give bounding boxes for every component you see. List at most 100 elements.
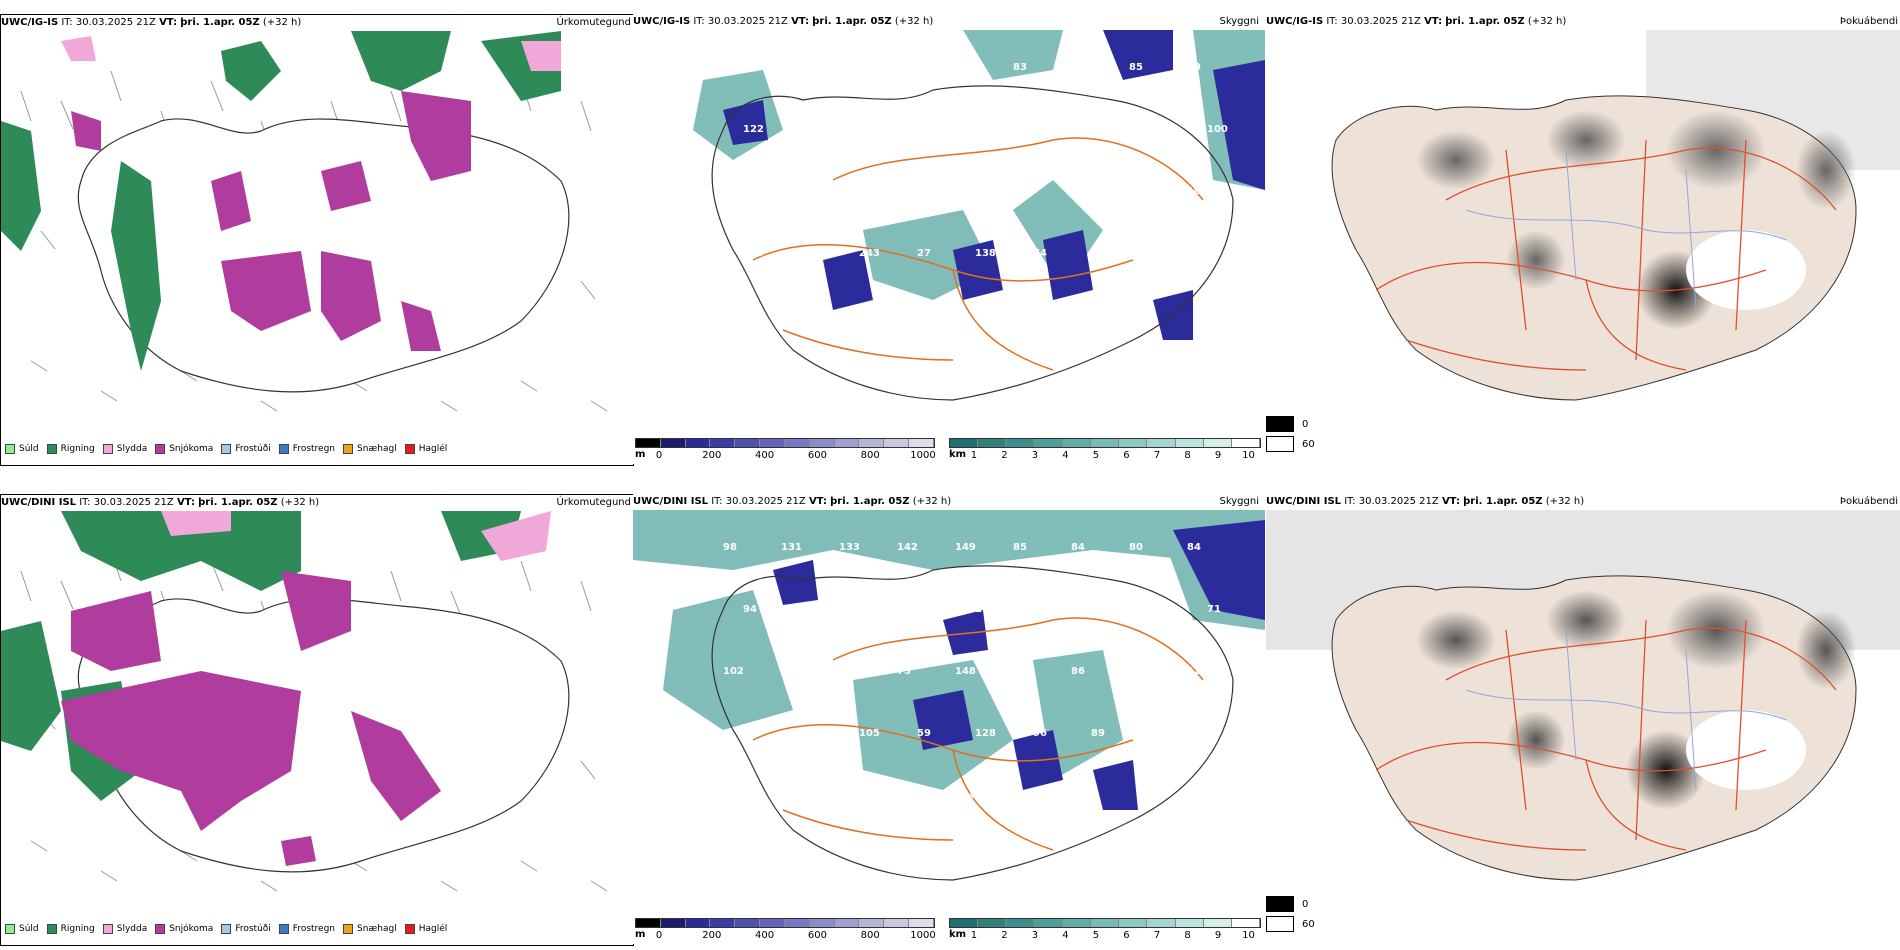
panel-header: UWC/DINI ISL IT: 30.03.2025 21Z VT: þri.…: [633, 494, 1265, 510]
visibility-value-label: 105: [859, 728, 880, 739]
legend-item: Súld: [5, 921, 39, 937]
scale-tick: 800: [860, 450, 880, 461]
panel-precip-type-ig: UWC/IG-IS IT: 30.03.2025 21Z VT: þri. 1.…: [0, 14, 634, 466]
legend-item: Frostúði: [221, 921, 271, 937]
fog-legend-label: 60: [1302, 918, 1315, 930]
visibility-value-label: 253: [839, 790, 860, 801]
visibility-value-label: 73: [839, 310, 853, 321]
scale-tick: 6: [1123, 450, 1130, 461]
fog-legend-label: 0: [1302, 898, 1309, 910]
product-name: Þokuábendi: [1839, 496, 1898, 507]
scale-tick: 5: [1092, 930, 1100, 941]
sleet-areas: [161, 511, 551, 561]
scale-unit: km: [949, 449, 967, 460]
visibility-value-label: 101: [801, 124, 822, 135]
legend-item: Frostúði: [221, 441, 271, 457]
product-name: Skyggni: [1219, 16, 1259, 27]
legend-item: Slydda: [102, 921, 148, 937]
glacier-white: [1686, 710, 1806, 790]
visibility-value-label: 363: [781, 62, 802, 73]
visibility-value-label: 148: [955, 666, 976, 677]
visibility-value-label: 197: [723, 310, 744, 321]
legend-item: Snjókoma: [155, 921, 213, 937]
legend-item: Snjókoma: [155, 441, 213, 457]
visibility-value-label: 82: [917, 604, 931, 615]
rivers: [1465, 629, 1787, 791]
legend-label: Frostúði: [235, 444, 271, 454]
visibility-value-label: 138: [975, 248, 996, 259]
legend-item: Haglél: [404, 441, 447, 457]
visibility-value-label: 194: [955, 790, 976, 801]
legend-swatch: [278, 444, 289, 454]
legend-label: Snæhagl: [357, 924, 397, 934]
legend-item: Rigning: [46, 921, 95, 937]
visibility-value-label: 149: [955, 542, 976, 553]
visibility-value-label: 100: [1207, 124, 1228, 135]
scale-tick: 3: [1031, 930, 1039, 941]
visibility-value-label: 51: [781, 790, 795, 801]
legend-swatch: [5, 924, 15, 934]
panel-header: UWC/DINI ISL IT: 30.03.2025 21Z VT: þri.…: [1266, 494, 1900, 510]
legend-label: Slydda: [116, 924, 148, 934]
scale-tick: 0: [655, 930, 663, 941]
scale-tick: 200: [702, 930, 722, 941]
scale-tick: 4: [1062, 930, 1069, 941]
height-scale-bar: m 0 200 400 600 800 1000: [635, 438, 936, 461]
scale-tick: 400: [755, 450, 775, 461]
visibility-value-label: 59: [1187, 62, 1201, 73]
panel-header: UWC/IG-IS IT: 30.03.2025 21Z VT: þri. 1.…: [633, 14, 1265, 30]
visibility-value-label: 71: [1207, 604, 1221, 615]
panel-header: UWC/IG-IS IT: 30.03.2025 21Z VT: þri. 1.…: [1266, 14, 1900, 30]
iceland-outline: [711, 85, 1234, 401]
legend-label: Frostregn: [292, 924, 336, 934]
visibility-value-label: 131: [781, 542, 802, 553]
legend-swatch: [46, 444, 57, 454]
visibility-value-label: 5: [955, 310, 962, 321]
visibility-map: 182 363 192 10 207 83 87 85 59 122 101 126 95 12 59 88 8…: [693, 30, 1265, 401]
road-network: [1375, 619, 1837, 851]
visibility-value-label: 96: [1033, 728, 1047, 739]
scale-tick: 7: [1153, 930, 1161, 941]
visibility-value-label: 15: [1207, 248, 1221, 259]
visibility-value-label: 12: [975, 124, 989, 135]
legend-item: Súld: [5, 441, 39, 457]
fog-legend-item: 60: [1266, 914, 1315, 934]
road-network: [1375, 139, 1837, 371]
visibility-value-label: 85: [1129, 62, 1143, 73]
visibility-value-label: 84: [1091, 248, 1105, 259]
scale-tick: 9: [1214, 930, 1222, 941]
legend-label: Snjókoma: [169, 924, 214, 934]
product-name: Skyggni: [1219, 496, 1259, 507]
visibility-value-label: 75: [897, 666, 911, 677]
legend-label: Frostúði: [235, 924, 271, 934]
sleet-areas: [61, 36, 561, 71]
legend-label: Súld: [19, 924, 39, 934]
visibility-value-label: 59: [917, 728, 931, 739]
snow-areas: [71, 91, 471, 351]
scale-tick: 1: [970, 930, 978, 941]
snow-areas: [61, 571, 441, 866]
legend-swatch: [343, 924, 354, 934]
panel-fog-ig: UWC/IG-IS IT: 30.03.2025 21Z VT: þri. 1.…: [1266, 14, 1900, 464]
scale-tick: 6: [1123, 930, 1130, 941]
legend-swatch: [343, 444, 354, 454]
visibility-value-label: 75: [801, 248, 815, 259]
panel-header: UWC/DINI ISL IT: 30.03.2025 21Z VT: þri.…: [1, 495, 633, 511]
visibility-value-label: 116: [781, 666, 802, 677]
visibility-value-label: 191: [1071, 186, 1092, 197]
visibility-value-label: 74: [1033, 248, 1047, 259]
legend-item: Haglél: [404, 921, 447, 937]
visibility-value-label: 126: [1187, 666, 1208, 677]
visibility-value-label: 58: [1033, 604, 1047, 615]
visibility-value-label: 27: [917, 248, 931, 259]
precip-legend: Súld Rigning Slydda Snjókoma Frostúði Frostre…: [5, 441, 455, 457]
visibility-values: 98 131 133 142 149 85 84 80 84 94 368 145 82 118 58 88 1…: [723, 542, 1221, 801]
scale-tick: 8: [1184, 930, 1191, 941]
visibility-value-label: 826: [839, 666, 860, 677]
scale-tick: 1: [970, 450, 978, 461]
scale-tick: 7: [1153, 450, 1161, 461]
visibility-value-label: 38: [781, 310, 795, 321]
legend-swatch: [221, 924, 232, 934]
visibility-value-label: 100: [743, 248, 764, 259]
legend-label: Súld: [19, 444, 39, 454]
